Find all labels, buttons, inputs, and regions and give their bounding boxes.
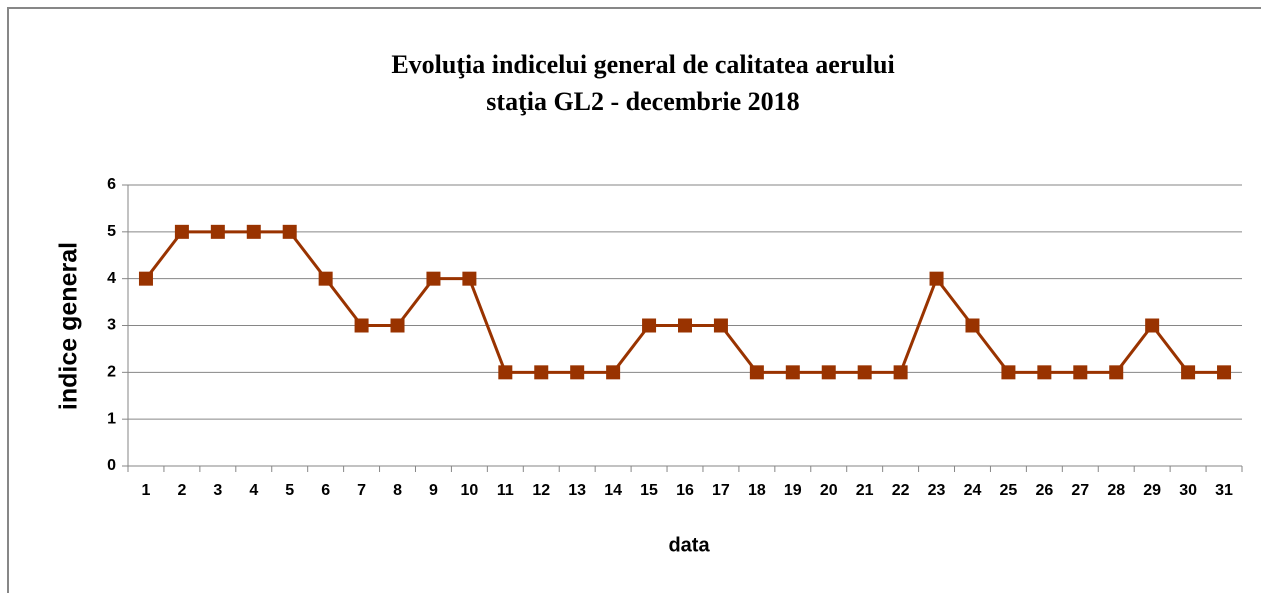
marker bbox=[390, 318, 405, 333]
marker bbox=[1073, 365, 1088, 380]
x-tick-label: 17 bbox=[712, 482, 730, 499]
marker bbox=[678, 318, 692, 333]
marker bbox=[1037, 365, 1052, 380]
x-tick-label: 5 bbox=[285, 482, 294, 499]
x-tick-label: 19 bbox=[784, 482, 802, 499]
marker bbox=[354, 318, 369, 333]
x-tick-label: 28 bbox=[1107, 482, 1125, 499]
marker bbox=[318, 271, 333, 286]
x-tick-label: 8 bbox=[393, 482, 402, 499]
x-tick-label: 20 bbox=[820, 482, 838, 499]
chart-title: Evoluţia indicelui general de calitatea … bbox=[391, 50, 894, 79]
chart-subtitle: staţia GL2 - decembrie 2018 bbox=[486, 87, 799, 116]
x-tick-label: 7 bbox=[357, 482, 366, 499]
marker bbox=[534, 365, 549, 380]
marker bbox=[642, 318, 657, 333]
marker bbox=[821, 365, 836, 380]
marker bbox=[606, 365, 621, 380]
chart-frame bbox=[7, 7, 1261, 593]
marker bbox=[282, 224, 297, 239]
marker bbox=[210, 224, 225, 239]
y-tick-label: 1 bbox=[107, 410, 116, 427]
marker bbox=[246, 224, 261, 239]
x-tick-label: 30 bbox=[1179, 482, 1197, 499]
marker bbox=[1109, 365, 1124, 380]
x-tick-label: 6 bbox=[321, 482, 330, 499]
y-tick-label: 4 bbox=[107, 270, 116, 287]
x-tick-label: 4 bbox=[249, 482, 258, 499]
marker bbox=[426, 271, 441, 286]
marker bbox=[1217, 365, 1232, 380]
x-tick-label: 9 bbox=[429, 482, 438, 499]
y-tick-label: 2 bbox=[107, 364, 116, 381]
x-tick-label: 15 bbox=[640, 482, 658, 499]
x-tick-label: 26 bbox=[1035, 482, 1053, 499]
x-tick-label: 12 bbox=[532, 482, 550, 499]
marker bbox=[749, 365, 764, 380]
x-tick-label: 23 bbox=[928, 482, 946, 499]
x-tick-label: 18 bbox=[748, 482, 766, 499]
y-tick-label: 6 bbox=[107, 176, 116, 193]
x-tick-label: 14 bbox=[604, 482, 622, 499]
marker bbox=[462, 271, 477, 286]
x-tick-label: 2 bbox=[177, 482, 186, 499]
x-tick-label: 11 bbox=[497, 482, 514, 499]
marker bbox=[929, 271, 944, 286]
x-tick-label: 21 bbox=[856, 482, 874, 499]
y-tick-label: 0 bbox=[107, 457, 116, 474]
y-axis-label: indice general bbox=[55, 242, 83, 410]
marker bbox=[1145, 318, 1160, 333]
x-tick-label: 31 bbox=[1215, 482, 1233, 499]
marker bbox=[138, 271, 153, 286]
marker bbox=[498, 365, 513, 380]
x-tick-label: 1 bbox=[142, 482, 151, 499]
marker bbox=[1181, 365, 1196, 380]
marker bbox=[1001, 365, 1016, 380]
marker bbox=[893, 365, 908, 380]
x-tick-label: 24 bbox=[964, 482, 982, 499]
marker bbox=[174, 224, 189, 239]
marker bbox=[570, 365, 585, 380]
x-tick-label: 3 bbox=[213, 482, 222, 499]
x-tick-label: 29 bbox=[1143, 482, 1161, 499]
x-tick-label: 27 bbox=[1071, 482, 1089, 499]
y-tick-label: 5 bbox=[107, 223, 116, 240]
marker bbox=[965, 318, 980, 333]
x-axis-label: data bbox=[668, 534, 710, 556]
marker bbox=[785, 365, 800, 380]
x-tick-label: 13 bbox=[568, 482, 586, 499]
x-tick-label: 25 bbox=[1000, 482, 1018, 499]
y-tick-label: 3 bbox=[107, 317, 116, 334]
marker bbox=[713, 318, 728, 333]
marker bbox=[857, 365, 872, 380]
x-tick-label: 10 bbox=[460, 482, 478, 499]
x-tick-label: 16 bbox=[676, 482, 694, 499]
x-tick-label: 22 bbox=[892, 482, 910, 499]
